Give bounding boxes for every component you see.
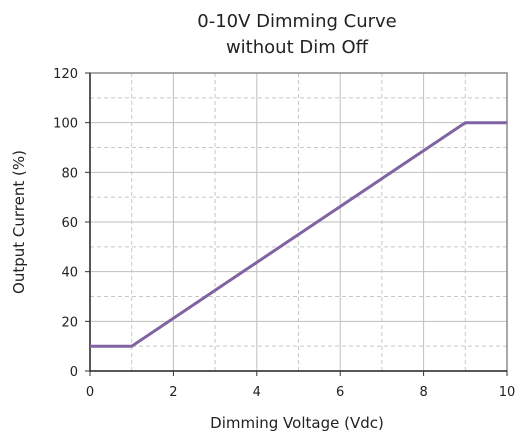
y-tick-label: 20 bbox=[61, 315, 78, 330]
x-tick-label: 2 bbox=[169, 385, 177, 400]
chart-title-line-1: 0-10V Dimming Curve bbox=[197, 11, 396, 32]
y-axis-label: Output Current (%) bbox=[10, 150, 28, 294]
y-tick-label: 80 bbox=[61, 166, 78, 181]
x-tick-label: 8 bbox=[419, 385, 427, 400]
y-axis-ticks: 0 20 40 60 80 100 120 bbox=[53, 67, 90, 380]
y-tick-label: 60 bbox=[61, 216, 78, 231]
series-lines bbox=[90, 121, 507, 348]
x-tick-label: 0 bbox=[86, 385, 94, 400]
x-axis-ticks: 0 2 4 6 8 10 bbox=[86, 371, 515, 400]
y-tick-label: 0 bbox=[70, 365, 78, 380]
y-tick-label: 100 bbox=[53, 117, 78, 132]
x-tick-label: 6 bbox=[336, 385, 344, 400]
x-tick-label: 4 bbox=[253, 385, 261, 400]
x-axis-label: Dimming Voltage (Vdc) bbox=[210, 414, 384, 432]
series-line-1 bbox=[90, 121, 507, 348]
y-tick-label: 40 bbox=[61, 266, 78, 281]
y-tick-label: 120 bbox=[53, 67, 78, 82]
chart-title-line-2: without Dim Off bbox=[226, 37, 369, 58]
x-tick-label: 10 bbox=[499, 385, 516, 400]
grid-lines bbox=[90, 73, 507, 371]
